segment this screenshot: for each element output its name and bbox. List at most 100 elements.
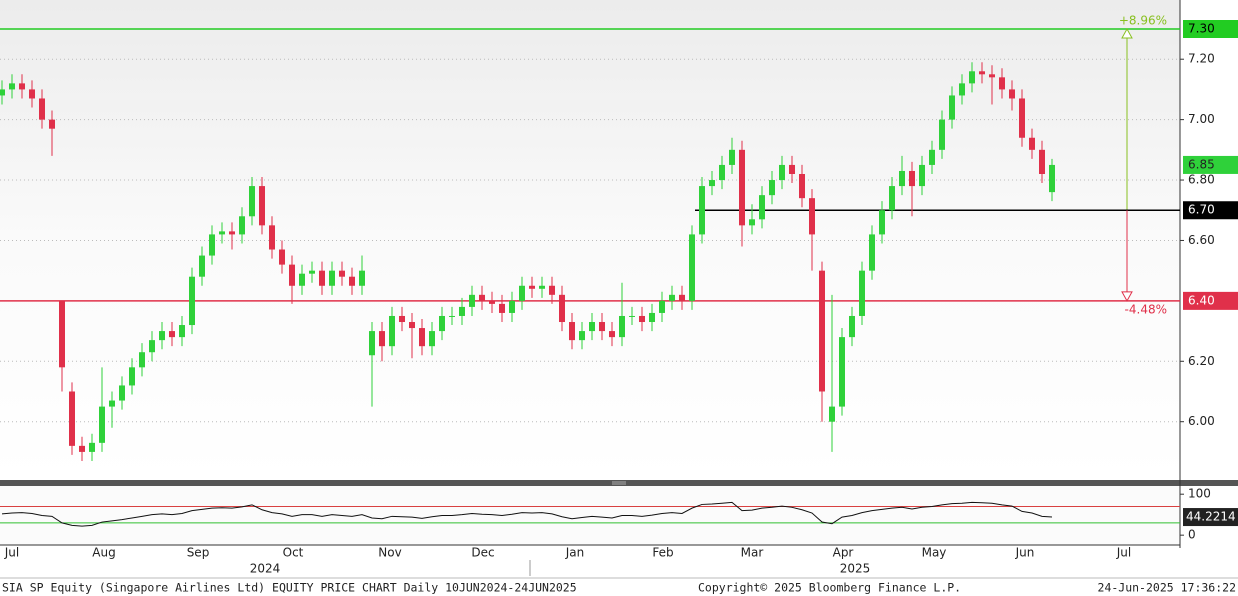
candle-body [749, 219, 755, 226]
footer-left: SIA SP Equity (Singapore Airlines Ltd) E… [2, 581, 577, 595]
level-box [1183, 291, 1238, 310]
candle-body [79, 445, 85, 452]
candle-body [699, 186, 705, 235]
candle-body [179, 325, 185, 338]
candle-body [709, 180, 715, 187]
candle-body [569, 322, 575, 341]
candle-body [959, 83, 965, 96]
last-value-label: 44.2214 [1186, 510, 1236, 524]
candle-body [979, 71, 985, 75]
y2-tick-label: 100 [1188, 487, 1211, 501]
candle-body [109, 400, 115, 407]
candle-body [299, 273, 305, 286]
x-tick-label: Jan [565, 546, 585, 560]
y-tick-label: 7.20 [1188, 52, 1215, 66]
candle-body [609, 331, 615, 338]
candle-body [989, 74, 995, 78]
candle-body [909, 170, 915, 187]
candle-body [859, 270, 865, 316]
candle-body [479, 294, 485, 301]
candle-body [289, 264, 295, 286]
candle-body [149, 340, 155, 353]
level-annotation: -4.48% [1125, 302, 1167, 316]
candle-body [849, 315, 855, 338]
candle-body [919, 164, 925, 187]
candle-body [889, 186, 895, 211]
candle-body [869, 234, 875, 271]
candle-body [199, 255, 205, 277]
candle-body [489, 300, 495, 304]
candle-body [399, 315, 405, 323]
candle-body [429, 331, 435, 347]
candle-body [469, 294, 475, 307]
candle-body [679, 294, 685, 301]
candle-body [839, 337, 845, 407]
candle-body [89, 442, 95, 452]
candle-body [779, 164, 785, 181]
y-tick-label: 6.60 [1188, 233, 1215, 247]
candle-body [9, 83, 15, 90]
x-tick-label: Jun [1015, 546, 1035, 560]
candle-body [269, 225, 275, 250]
candle-body [559, 294, 565, 323]
candle-body [589, 322, 595, 332]
candle-body [139, 352, 145, 368]
x-tick-label: Sep [187, 546, 210, 560]
pane-divider [0, 480, 1238, 486]
candle-body [879, 210, 885, 235]
candle-body [29, 89, 35, 99]
candle-body [39, 98, 45, 120]
candle-body [0, 89, 5, 96]
candle-body [529, 285, 535, 289]
candle-body [239, 216, 245, 235]
candle-body [649, 312, 655, 323]
level-label: 6.40 [1188, 293, 1215, 307]
rsi-line [1, 501, 1053, 527]
candle-body [359, 270, 365, 286]
candle-body [129, 367, 135, 386]
candle-body [729, 149, 735, 165]
x-tick-label: Jul [1116, 546, 1131, 560]
candle-body [659, 300, 665, 313]
candle-body [799, 173, 805, 199]
candle-body [169, 331, 175, 338]
last-price-box [1183, 155, 1238, 174]
candle-body [809, 198, 815, 235]
candle-body [1039, 149, 1045, 174]
candle-body [159, 331, 165, 341]
candle-body [539, 285, 545, 289]
level-annotation: +8.96% [1119, 13, 1167, 27]
candle-body [1019, 98, 1025, 138]
candle-body [759, 195, 765, 220]
candle-body [739, 149, 745, 226]
candle-body [219, 231, 225, 235]
candle-body [409, 322, 415, 329]
candle-body [49, 119, 55, 129]
candle-body [189, 276, 195, 326]
candle-body [329, 270, 335, 286]
candle-body [229, 231, 235, 235]
candle-body [379, 331, 385, 347]
x-tick-label: Aug [92, 546, 115, 560]
x-tick-label: Nov [378, 546, 401, 560]
y-tick-label: 6.80 [1188, 173, 1215, 187]
x-tick-label: Feb [652, 546, 673, 560]
candle-body [669, 294, 675, 301]
last-value-box [1183, 508, 1238, 527]
y-tick-label: 6.00 [1188, 414, 1215, 428]
x-tick-label: Apr [833, 546, 854, 560]
candle-body [439, 315, 445, 332]
candle-body [59, 300, 65, 368]
candle-body [939, 119, 945, 150]
level-box [1183, 201, 1238, 220]
candle-body [19, 83, 25, 90]
candle-body [1009, 89, 1015, 99]
candle-body [719, 164, 725, 181]
candle-body [499, 303, 505, 313]
candle-body [949, 95, 955, 120]
candle-body [249, 186, 255, 217]
candle-body [459, 306, 465, 316]
candle-body [829, 406, 835, 422]
candle-body [689, 234, 695, 301]
